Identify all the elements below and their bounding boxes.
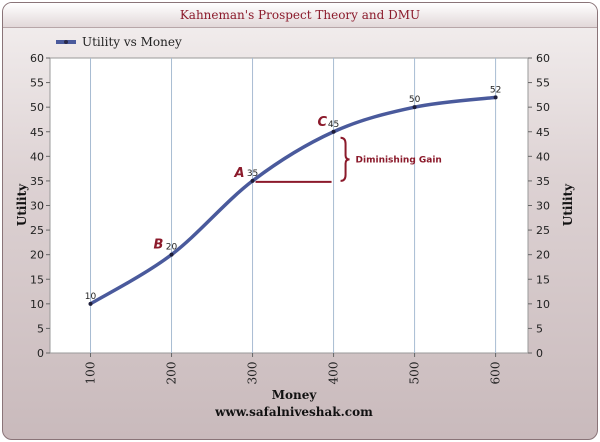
data-label: 35 [247,169,258,179]
point-label-c: C [318,115,328,130]
data-point [331,129,336,134]
y-tick-label: 45 [30,126,44,139]
diminishing-gain-annotation: Diminishing Gain [255,136,442,183]
data-point [493,95,498,100]
brace [340,136,350,182]
y-tick-label-right: 30 [536,200,550,213]
data-label: 10 [85,292,97,302]
y-axis-right: 0 5 10 15 20 25 30 35 40 45 50 55 60 [528,52,550,360]
y-tick-label-right: 45 [536,126,550,139]
x-tick-label: 400 [327,362,341,385]
y-axis-title-right: Utility [561,183,575,226]
y-tick-label: 50 [30,101,44,114]
data-point [88,301,93,306]
y-tick-label-right: 35 [536,175,550,188]
y-tick-label: 30 [30,200,44,213]
y-tick-label: 40 [30,150,44,163]
gain-label: Diminishing Gain [356,155,442,165]
x-tick-label: 100 [84,362,98,385]
y-axis-left: 0 5 10 15 20 25 30 35 40 45 50 55 60 [30,52,50,360]
y-tick-label: 0 [37,347,44,360]
title-bar: Kahneman's Prospect Theory and DMU [3,3,597,28]
chart-title: Kahneman's Prospect Theory and DMU [179,8,421,22]
series-line [88,95,498,306]
x-axis-title: Money [272,388,318,402]
y-tick-label-right: 60 [536,52,550,65]
footer-text: www.safalniveshak.com [214,405,373,419]
y-tick-label: 5 [37,322,44,335]
point-label-a: A [234,166,245,181]
point-annotations: A B C [154,115,328,253]
y-tick-label-right: 10 [536,298,550,311]
y-axis-title-left: Utility [15,183,29,226]
y-tick-label-right: 50 [536,101,550,114]
y-tick-label: 15 [30,273,44,286]
data-label: 50 [409,95,421,105]
x-axis: 100 200 300 400 500 600 [84,353,503,384]
x-tick-label: 300 [246,362,260,385]
data-point [250,178,255,183]
data-label: 45 [328,120,339,130]
data-point [412,105,417,110]
data-label: 52 [490,85,501,95]
legend: Utility vs Money [56,35,182,49]
x-tick-label: 500 [408,362,422,385]
y-tick-label-right: 5 [536,322,543,335]
point-label-b: B [154,238,164,253]
data-point [169,252,174,257]
y-tick-label-right: 40 [536,150,550,163]
y-tick-label-right: 0 [536,347,543,360]
x-tick-label: 200 [165,362,179,385]
y-tick-label-right: 15 [536,273,550,286]
y-tick-label: 55 [30,77,44,90]
series-group: 10 20 35 45 50 52 [85,85,501,306]
y-tick-label-right: 20 [536,249,550,262]
y-tick-label: 35 [30,175,44,188]
y-tick-label: 25 [30,224,44,237]
y-tick-label-right: 55 [536,77,550,90]
y-tick-label-right: 25 [536,224,550,237]
data-label: 20 [166,243,178,253]
x-tick-label: 600 [489,362,503,385]
y-tick-label: 60 [30,52,44,65]
y-tick-label: 10 [30,298,44,311]
legend-label: Utility vs Money [82,35,182,49]
legend-marker [64,40,68,44]
y-tick-label: 20 [30,249,44,262]
